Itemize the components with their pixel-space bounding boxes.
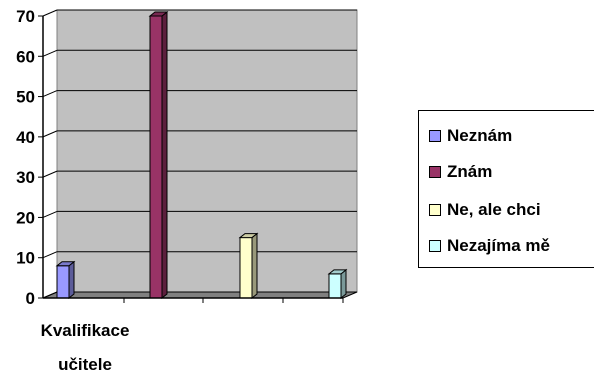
- bar-front: [56, 265, 70, 299]
- legend-label-znam: Znám: [447, 162, 493, 181]
- y-tick-label: 50: [16, 88, 35, 107]
- legend-swatch-znam: [429, 166, 441, 178]
- bar-side: [161, 10, 168, 300]
- bar-front: [239, 237, 253, 299]
- bar-side: [340, 268, 347, 300]
- y-tick-label: 30: [16, 168, 35, 187]
- y-tick-label: 60: [16, 47, 35, 66]
- bar-side: [251, 232, 258, 300]
- gridlines: [38, 9, 357, 299]
- bar-front: [149, 15, 163, 299]
- gridline-depth: [42, 90, 58, 98]
- gridline-depth: [42, 291, 58, 299]
- bar-1: [55, 260, 76, 300]
- gridline-depth: [42, 49, 58, 57]
- bar-front: [328, 273, 342, 299]
- bar-top: [238, 233, 259, 239]
- legend-swatch-neznam: [429, 130, 441, 142]
- bar-top: [55, 261, 76, 267]
- gridline-depth: [42, 9, 58, 17]
- y-tick-label: 70: [16, 7, 35, 26]
- x-category-labels: Kvalifikace učitele: [41, 321, 130, 374]
- legend-label-neznam: Neznám: [447, 126, 513, 145]
- bar-side: [68, 260, 75, 300]
- bar-top: [327, 269, 348, 275]
- legend-item-ne-ale-chci: Ne, ale chci: [429, 199, 541, 221]
- bar-2: [148, 10, 169, 300]
- bar-3: [238, 232, 259, 300]
- bars: [55, 10, 348, 300]
- bar-4: [327, 268, 348, 300]
- legend-item-neznam: Neznám: [429, 125, 512, 147]
- category-label-line-2: učitele: [58, 355, 112, 374]
- gridline-depth: [42, 251, 58, 259]
- y-tick-label: 20: [16, 208, 35, 227]
- legend-swatch-nezajima-me: [429, 240, 441, 252]
- legend-label-nezajima-me: Nezajíma mě: [447, 236, 550, 255]
- legend: Neznám Znám Ne, ale chci Nezajíma mě: [418, 110, 594, 268]
- y-tick-label: 40: [16, 128, 35, 147]
- legend-swatch-ne-ale-chci: [429, 204, 441, 216]
- gridline-depth: [42, 130, 58, 138]
- category-label-line-1: Kvalifikace: [41, 321, 130, 340]
- plot-floor: [42, 291, 358, 299]
- y-tick-labels: 0 10 20 30 40 50 60 70: [16, 7, 35, 308]
- y-tick-label: 0: [26, 289, 35, 308]
- y-tick-label: 10: [16, 249, 35, 268]
- legend-item-nezajima-me: Nezajíma mě: [429, 235, 550, 257]
- plot-back-wall: [56, 9, 358, 293]
- legend-item-znam: Znám: [429, 161, 492, 183]
- bar-top: [148, 11, 169, 17]
- gridline-depth: [42, 210, 58, 218]
- gridline-depth: [42, 170, 58, 178]
- axes: [42, 16, 344, 303]
- legend-label-ne-ale-chci: Ne, ale chci: [447, 200, 541, 219]
